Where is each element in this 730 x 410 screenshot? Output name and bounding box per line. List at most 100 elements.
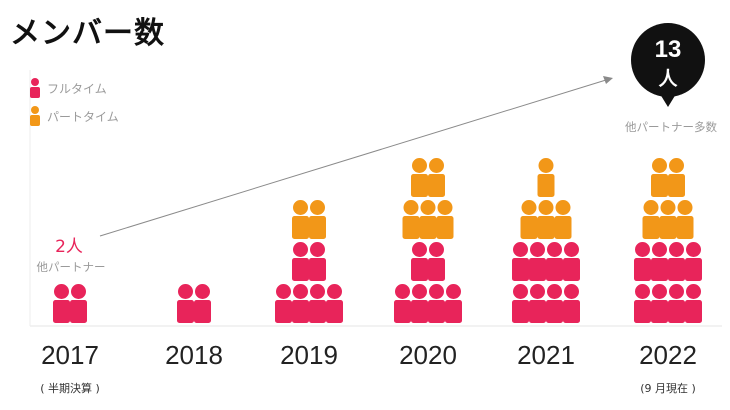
bubble-count-unit: 人 (658, 69, 678, 90)
person-body (275, 300, 292, 323)
person-head (530, 242, 545, 257)
person-body (634, 258, 651, 281)
person-head (669, 158, 684, 173)
person-body (394, 300, 411, 323)
person-head (660, 200, 676, 215)
person-body (292, 216, 309, 239)
bubble-circle (631, 23, 705, 97)
person-part-2022 (651, 158, 668, 197)
person-body (402, 216, 420, 239)
person-head (669, 242, 684, 257)
person-body (292, 258, 309, 281)
person-body (563, 258, 580, 281)
tick-label-2022: 2022 (639, 340, 697, 370)
tick-label-2019: 2019 (280, 340, 338, 370)
tick-label-2017: 2017 (41, 340, 99, 370)
person-body (668, 174, 685, 197)
person-head (293, 200, 308, 215)
person-icon (30, 106, 40, 126)
person-body (70, 300, 87, 323)
person-full-2022 (685, 284, 702, 323)
person-body (563, 300, 580, 323)
person-head (310, 284, 325, 299)
person-full-2018 (177, 284, 194, 323)
person-head (403, 200, 419, 215)
person-body (529, 300, 546, 323)
legend-item-fulltime: フルタイム (29, 78, 107, 98)
person-head (547, 242, 562, 257)
person-head (521, 200, 537, 215)
person-full-2021 (563, 242, 580, 281)
person-part-2020 (419, 200, 437, 239)
person-body (634, 300, 651, 323)
person-head (538, 200, 554, 215)
person-head (513, 242, 528, 257)
person-head (677, 200, 693, 215)
person-head (564, 284, 579, 299)
person-body (537, 174, 555, 197)
person-body (177, 300, 194, 323)
start-count-label: 2人 (55, 237, 83, 257)
bubble-tail (660, 94, 676, 107)
person-part-2022 (668, 158, 685, 197)
person-body (651, 174, 668, 197)
person-head (293, 284, 308, 299)
person-head (437, 200, 453, 215)
person-body (309, 258, 326, 281)
person-head (276, 284, 291, 299)
person-full-2022 (668, 242, 685, 281)
person-full-2021 (512, 242, 529, 281)
person-head (412, 158, 427, 173)
person-part-2022 (642, 200, 660, 239)
person-full-2019 (292, 284, 309, 323)
person-part-2021 (520, 200, 538, 239)
person-body (685, 300, 702, 323)
person-body (292, 300, 309, 323)
person-full-2019 (309, 242, 326, 281)
legend-label-parttime: パートタイム (47, 109, 119, 124)
person-body (512, 300, 529, 323)
person-body (520, 216, 538, 239)
person-part-2021 (537, 200, 555, 239)
legend-item-parttime: パートタイム (29, 106, 119, 126)
person-part-2019 (292, 200, 309, 239)
person-head (429, 284, 444, 299)
person-head (530, 284, 545, 299)
person-full-2017 (70, 284, 87, 323)
person-head (310, 242, 325, 257)
person-full-2021 (546, 242, 563, 281)
person-body (651, 300, 668, 323)
person-body (428, 258, 445, 281)
person-full-2020 (394, 284, 411, 323)
person-body (642, 216, 660, 239)
person-head (538, 158, 554, 173)
person-full-2021 (546, 284, 563, 323)
person-full-2019 (275, 284, 292, 323)
person-head (547, 284, 562, 299)
person-head (555, 200, 571, 215)
person-body (411, 300, 428, 323)
person-full-2021 (563, 284, 580, 323)
person-part-2021 (537, 158, 555, 197)
person-head (54, 284, 69, 299)
person-body (668, 300, 685, 323)
person-head (412, 242, 427, 257)
person-body (411, 258, 428, 281)
chart-title: メンバー数 (10, 16, 165, 51)
person-head (293, 242, 308, 257)
person-head (429, 242, 444, 257)
person-body (309, 300, 326, 323)
person-head (643, 200, 659, 215)
trend-arrow-line (99, 79, 607, 237)
person-head (564, 242, 579, 257)
person-part-2022 (659, 200, 677, 239)
person-part-2020 (411, 158, 428, 197)
tick-label-2018: 2018 (165, 340, 223, 370)
trend-arrow-head (603, 76, 613, 84)
person-part-2020 (436, 200, 454, 239)
person-body (668, 258, 685, 281)
tick-label-2021: 2021 (517, 340, 575, 370)
person-part-2020 (402, 200, 420, 239)
person-body (651, 258, 668, 281)
